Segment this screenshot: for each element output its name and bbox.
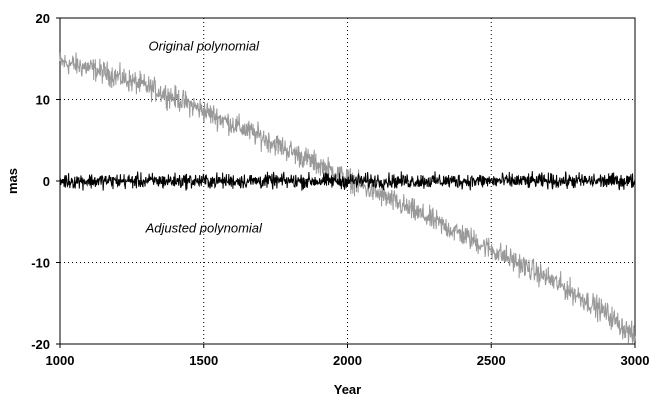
- x-tick-label: 2500: [477, 353, 506, 368]
- y-tick-label: 10: [36, 93, 50, 108]
- y-axis-title: mas: [5, 168, 20, 194]
- x-tick-label: 1500: [189, 353, 218, 368]
- x-tick-label: 3000: [621, 353, 650, 368]
- y-tick-label: 20: [36, 11, 50, 26]
- annotation-adjusted-polynomial: Adjusted polynomial: [145, 220, 263, 235]
- x-tick-label: 2000: [333, 353, 362, 368]
- series-layer: [59, 52, 636, 344]
- x-axis-title: Year: [334, 382, 361, 394]
- y-tick-label: 0: [43, 174, 50, 189]
- annotation-original-polynomial: Original polynomial: [148, 39, 260, 54]
- series-line-adjusted-polynomial: [59, 171, 636, 192]
- y-tick-label: -20: [31, 337, 50, 352]
- annotations: Original polynomial Adjusted polynomial: [145, 39, 263, 236]
- x-tick-label: 1000: [46, 353, 75, 368]
- y-tick-label: -10: [31, 256, 50, 271]
